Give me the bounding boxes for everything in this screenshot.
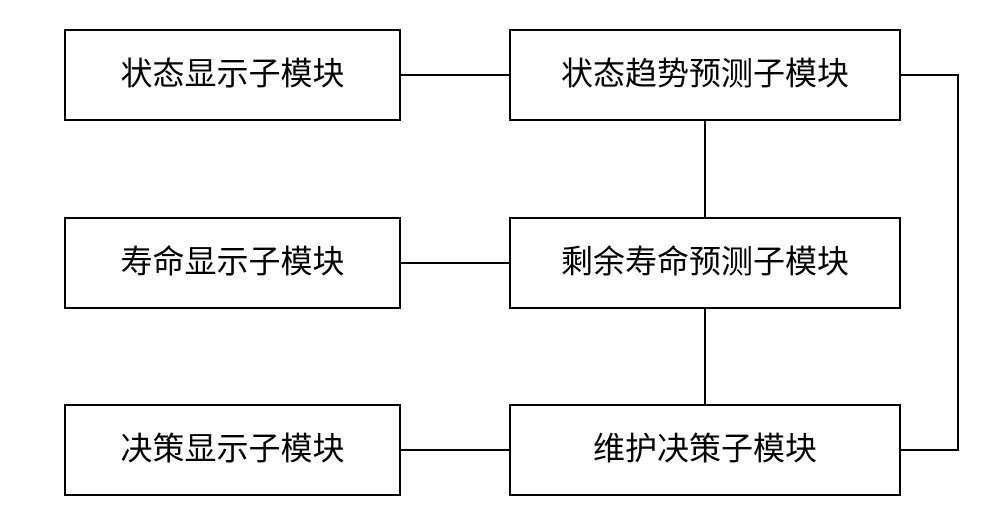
box-label: 状态趋势预测子模块 [561,55,849,91]
node-right-top: 状态趋势预测子模块 [510,30,900,120]
box-label: 剩余寿命预测子模块 [561,243,849,279]
node-right-mid: 剩余寿命预测子模块 [510,218,900,308]
box-label: 维护决策子模块 [593,430,817,466]
node-right-bot: 维护决策子模块 [510,405,900,495]
box-label: 决策显示子模块 [120,430,344,466]
box-label: 寿命显示子模块 [120,243,344,279]
connector [900,75,958,450]
flowchart-diagram: 状态显示子模块 状态趋势预测子模块 寿命显示子模块 剩余寿命预测子模块 决策显示… [0,0,1000,524]
node-left-bot: 决策显示子模块 [65,405,400,495]
node-left-top: 状态显示子模块 [65,30,400,120]
node-left-mid: 寿命显示子模块 [65,218,400,308]
box-label: 状态显示子模块 [120,55,344,91]
